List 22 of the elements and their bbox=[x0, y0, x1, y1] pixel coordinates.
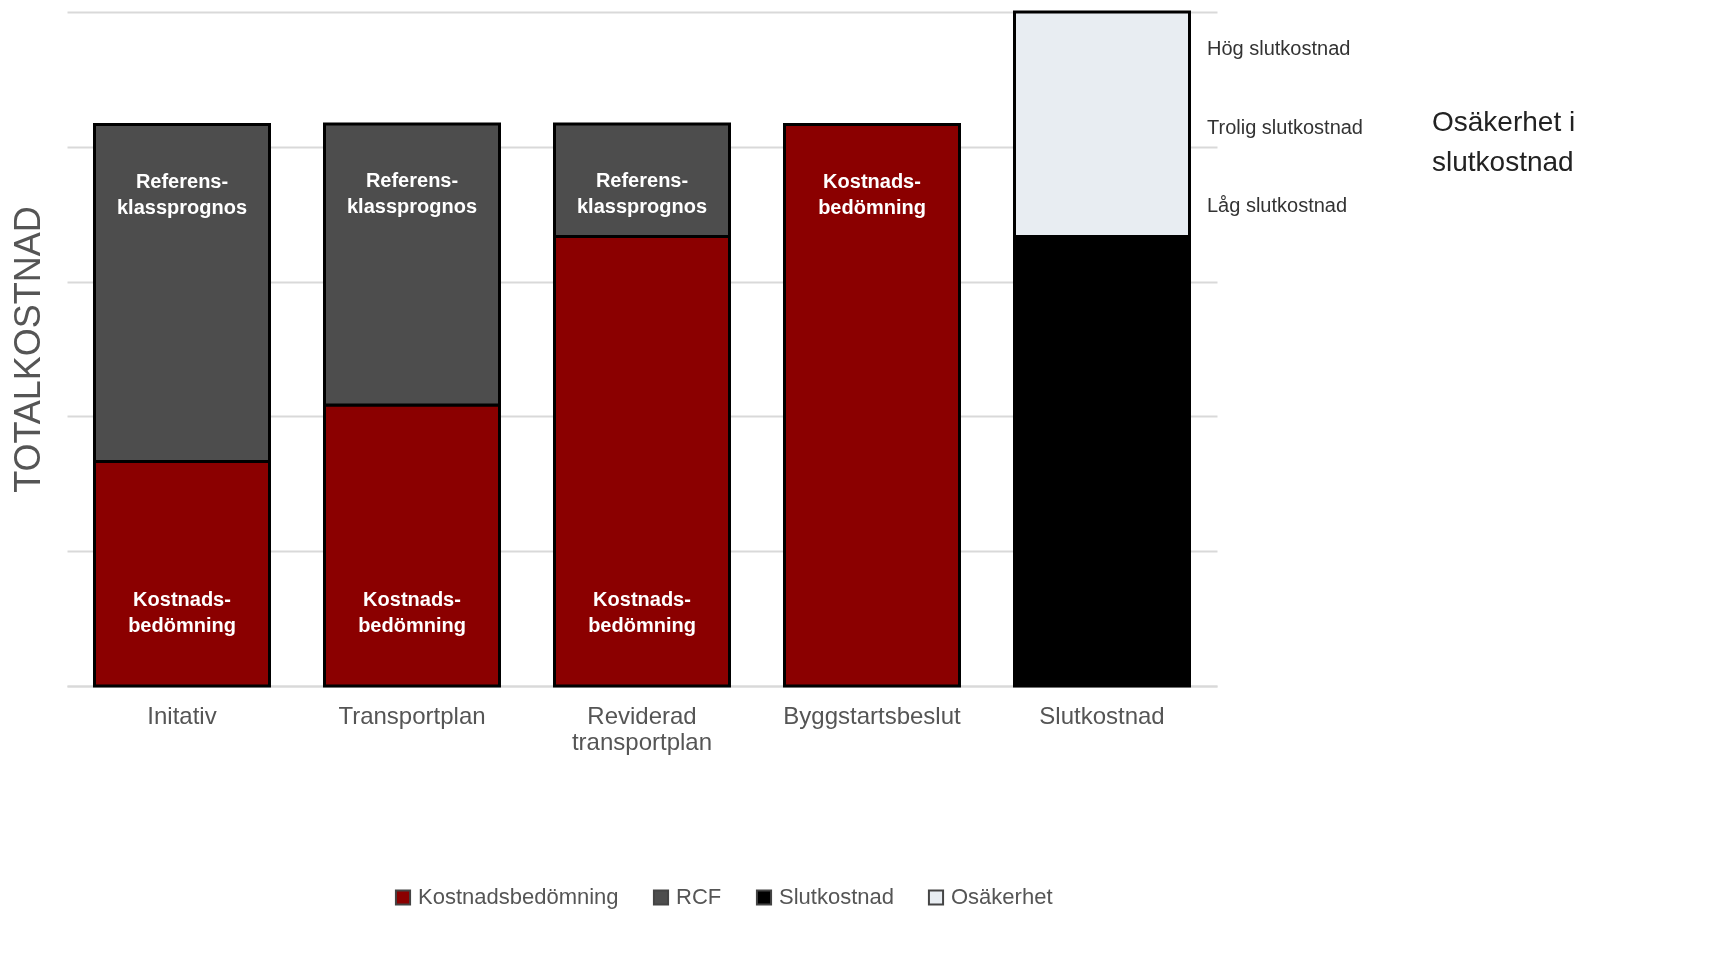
annotation: Referens- klassprognos bbox=[346, 169, 478, 218]
annotation: Låg slutkostnad bbox=[1207, 194, 1348, 217]
x-tick-label: Slutkostnad bbox=[1039, 701, 1165, 729]
annotation: Kostnads- bedömning bbox=[358, 587, 466, 636]
bar bbox=[783, 123, 961, 688]
annotation: Referens- klassprognos bbox=[116, 169, 248, 218]
x-tick-label: Transportplan bbox=[338, 701, 486, 729]
y-axis-title: TOTALKOSTNAD bbox=[6, 206, 48, 493]
legend-label: Osäkerhet bbox=[951, 884, 1053, 910]
annotation: Trolig slutkostnad bbox=[1207, 115, 1363, 138]
annotation: Hög slutkostnad bbox=[1207, 37, 1351, 60]
legend-label: RCF bbox=[676, 884, 722, 910]
annotation: Kostnads- bedömning bbox=[588, 587, 696, 636]
annotation: Referens- klassprognos bbox=[576, 169, 708, 218]
x-tick-label: Initativ bbox=[147, 701, 217, 729]
x-tick-label: Reviderad transportplan bbox=[571, 701, 713, 755]
annotation: Kostnads- bedömning bbox=[128, 587, 236, 636]
legend-label: Slutkostnad bbox=[779, 884, 894, 910]
legend-label: Kostnadsbedömning bbox=[418, 884, 619, 910]
text: Osäkerhet i slutkostnad bbox=[1432, 106, 1576, 178]
x-tick-label: Byggstartsbeslut bbox=[783, 701, 962, 729]
annotation: Kostnads- bedömning bbox=[818, 169, 926, 218]
